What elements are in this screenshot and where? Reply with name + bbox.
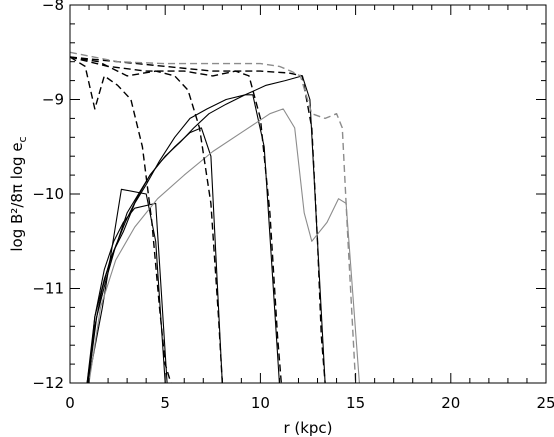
plot-series <box>69 51 360 384</box>
y-axis-title: log B²/8π log ec <box>8 136 29 251</box>
x-axis-title: r (kpc) <box>283 419 332 437</box>
x-tick-label: 20 <box>441 394 460 412</box>
cosmic-ray-energy-line-6 <box>69 56 172 384</box>
magnetic-energy-line-0 <box>87 202 168 384</box>
y-tick-label: −9 <box>42 91 64 109</box>
cosmic-ray-energy-line-10 <box>69 51 357 384</box>
cosmic-ray-energy-line-9 <box>69 56 326 384</box>
y-tick-label: −10 <box>32 185 64 203</box>
magnetic-energy-line-4 <box>87 188 166 384</box>
x-tick-label: 5 <box>160 394 170 412</box>
magnetic-energy-line-3 <box>87 75 326 384</box>
x-tick-label: 25 <box>536 394 554 412</box>
y-axis-title-subscript: c <box>16 136 29 142</box>
magnetic-energy-line-5 <box>88 108 360 384</box>
plot-frame <box>69 4 547 384</box>
cosmic-ray-energy-line-7 <box>69 56 223 384</box>
cosmic-ray-energy-line-8 <box>69 56 282 384</box>
x-tick-label: 15 <box>346 394 365 412</box>
tick-labels: 0 5 10 15 20 25 −12 −11 −10 −9 −8 <box>32 0 554 412</box>
y-tick-label: −11 <box>32 280 64 298</box>
y-tick-label: −12 <box>32 374 64 392</box>
y-axis-title-main: log B²/8π log e <box>8 142 26 251</box>
x-tick-label: 10 <box>251 394 270 412</box>
magnetic-energy-line-2 <box>86 94 280 384</box>
y-tick-label: −8 <box>42 0 64 14</box>
axis-ticks <box>69 4 547 384</box>
x-tick-label: 0 <box>65 394 75 412</box>
